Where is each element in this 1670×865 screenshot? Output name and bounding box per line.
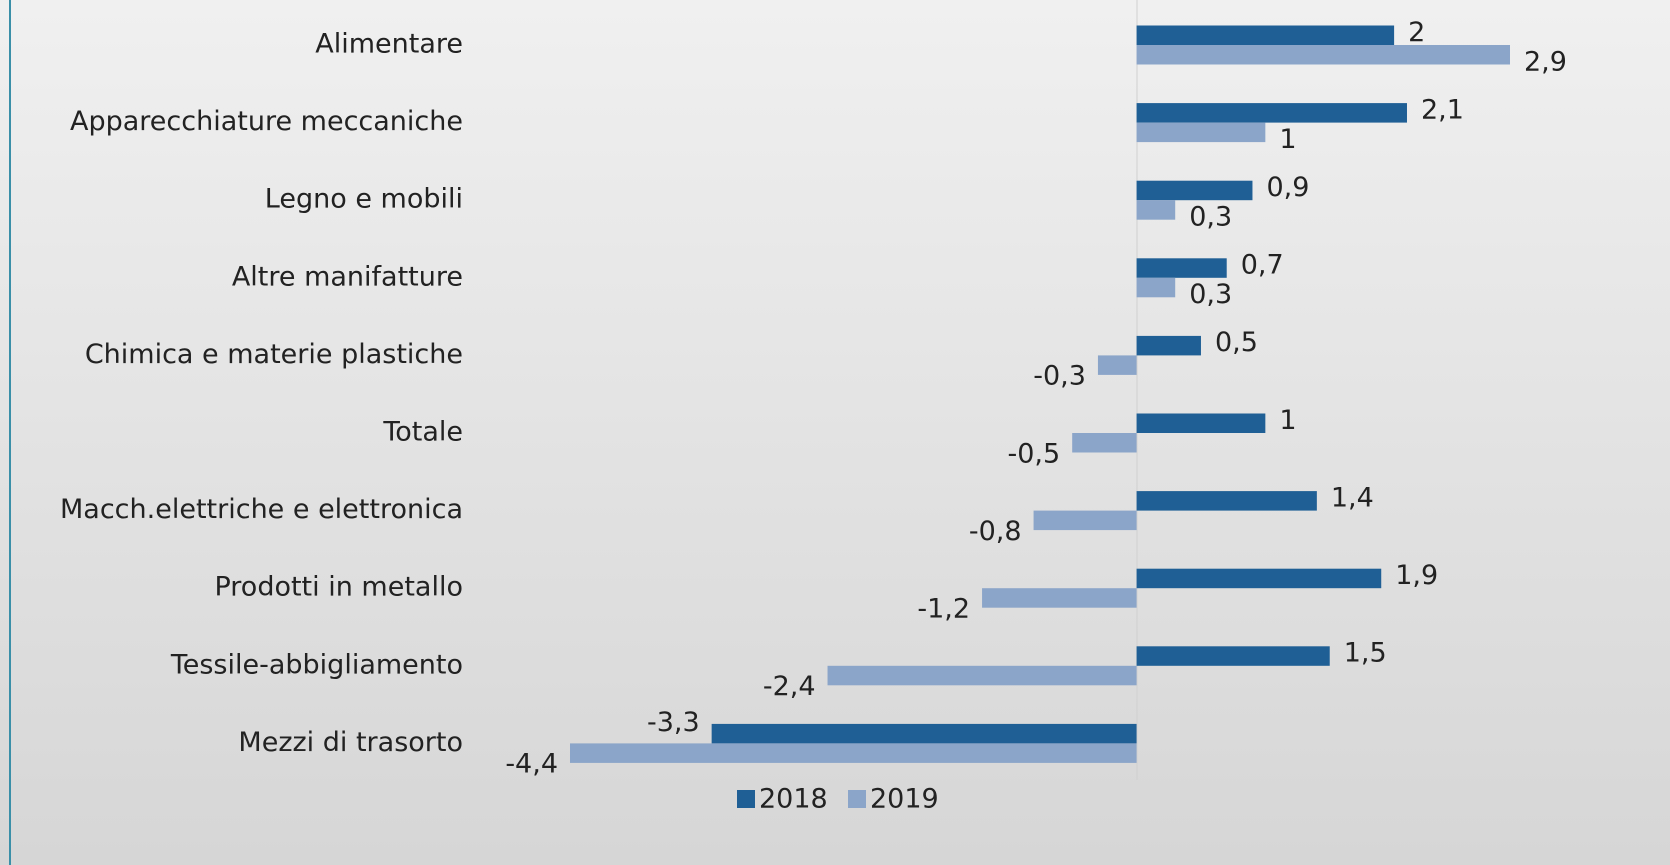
data-label: 1 bbox=[1279, 124, 1296, 155]
data-label: 2,1 bbox=[1421, 94, 1464, 125]
data-label: 0,5 bbox=[1215, 327, 1258, 358]
bar bbox=[1033, 510, 1137, 531]
data-label: 1,4 bbox=[1331, 482, 1374, 513]
bar bbox=[1136, 45, 1510, 65]
bar bbox=[1136, 335, 1201, 356]
bar bbox=[1136, 646, 1330, 666]
bar bbox=[1136, 200, 1176, 220]
category-label: Mezzi di trasorto bbox=[238, 727, 463, 758]
bar bbox=[711, 723, 1137, 744]
bar bbox=[1136, 568, 1382, 589]
data-label: 1,9 bbox=[1395, 560, 1438, 591]
category-label: Prodotti in metallo bbox=[214, 572, 463, 603]
bar bbox=[1136, 258, 1227, 278]
data-label: -1,2 bbox=[917, 593, 970, 624]
legend-swatch bbox=[848, 790, 866, 808]
legend-swatch bbox=[737, 790, 755, 808]
category-label: Apparecchiature meccaniche bbox=[70, 106, 463, 137]
data-label: 0,7 bbox=[1241, 250, 1284, 281]
category-label: Alimentare bbox=[315, 29, 463, 60]
bar bbox=[1136, 180, 1253, 201]
bar bbox=[570, 743, 1137, 763]
bar bbox=[982, 588, 1137, 608]
bar bbox=[1136, 25, 1395, 45]
data-label: 0,3 bbox=[1189, 201, 1232, 232]
bar bbox=[1097, 355, 1137, 375]
data-label: 2 bbox=[1408, 17, 1425, 48]
category-label: Chimica e materie plastiche bbox=[85, 339, 463, 370]
data-label: -3,3 bbox=[647, 707, 700, 738]
data-label: -0,8 bbox=[969, 516, 1022, 547]
data-label: -4,4 bbox=[505, 749, 558, 780]
category-label: Legno e mobili bbox=[265, 184, 463, 215]
category-label: Tessile-abbigliamento bbox=[170, 649, 463, 680]
data-label: 1,5 bbox=[1344, 638, 1387, 669]
category-label: Altre manifatture bbox=[232, 261, 463, 292]
data-label: 0,9 bbox=[1266, 172, 1309, 203]
category-label: Totale bbox=[382, 417, 463, 448]
bar bbox=[1072, 433, 1137, 453]
bar bbox=[1136, 103, 1407, 123]
data-label: 0,3 bbox=[1189, 279, 1232, 310]
data-label: 1 bbox=[1279, 405, 1296, 436]
data-label: -0,3 bbox=[1033, 361, 1086, 392]
data-label: -0,5 bbox=[1008, 438, 1061, 469]
data-label: -2,4 bbox=[763, 671, 816, 702]
legend-label: 2018 bbox=[759, 784, 828, 815]
data-label: 2,9 bbox=[1524, 46, 1567, 77]
bar bbox=[1136, 277, 1176, 298]
category-label: Macch.elettriche e elettronica bbox=[60, 494, 463, 525]
bar bbox=[1136, 122, 1266, 143]
bar bbox=[1136, 491, 1317, 511]
bar bbox=[1136, 413, 1266, 433]
legend-label: 2019 bbox=[870, 784, 939, 815]
bar bbox=[827, 665, 1137, 686]
